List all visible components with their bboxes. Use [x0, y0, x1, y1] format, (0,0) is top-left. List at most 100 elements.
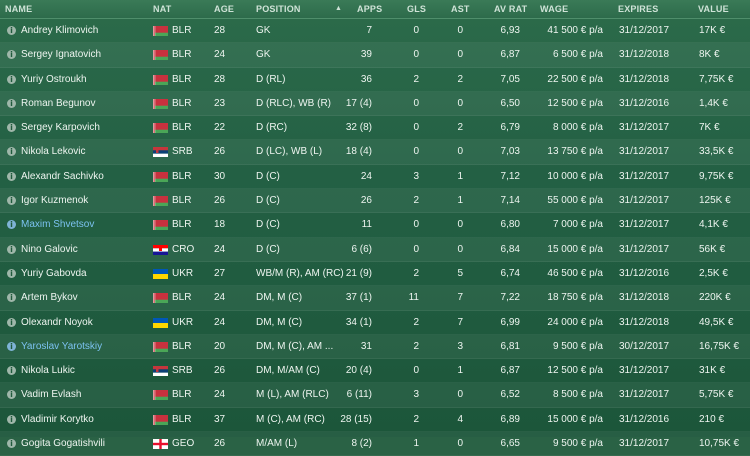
table-row[interactable]: i Sergey Ignatovich BLR 24 GK 39 0 0 6,8…	[0, 43, 750, 68]
contract-expires: 31/12/2018	[619, 49, 670, 61]
table-row[interactable]: i Yaroslav Yarotskiy BLR 20 DM, M (C), A…	[0, 334, 750, 360]
info-icon[interactable]: i	[7, 74, 16, 84]
age: 26	[214, 438, 226, 450]
flag-blr-icon	[153, 293, 168, 304]
table-header: NAME NAT AGE POSITION ▲ APPS GLS AST AV …	[0, 0, 750, 19]
assists: 2	[457, 122, 463, 134]
info-icon[interactable]: i	[7, 439, 16, 449]
nationality: BLR	[172, 73, 192, 85]
contract-expires: 30/12/2017	[619, 340, 670, 352]
nationality: BLR	[172, 292, 192, 304]
contract-expires: 31/12/2017	[619, 25, 670, 36]
table-row[interactable]: i Sergey Karpovich BLR 22 D (RC) 32 (8) …	[0, 116, 750, 141]
player-name[interactable]: Andrey Klimovich	[21, 25, 99, 36]
col-header-ast[interactable]: AST	[451, 4, 470, 14]
table-row[interactable]: i Nino Galovic CRO 24 D (C) 6 (6) 0 0 6,…	[0, 237, 750, 262]
col-header-gls[interactable]: GLS	[407, 4, 427, 14]
average-rating: 6,84	[500, 243, 520, 255]
player-name[interactable]: Artem Bykov	[21, 292, 78, 304]
info-icon[interactable]: i	[7, 390, 16, 400]
table-row[interactable]: i Artem Bykov BLR 24 DM, M (C) 37 (1) 11…	[0, 286, 750, 311]
table-row[interactable]: i Vladimir Korytko BLR 37 M (C), AM (RC)…	[0, 408, 750, 433]
average-rating: 6,87	[500, 365, 520, 377]
player-name[interactable]: Alexandr Sachivko	[21, 170, 104, 182]
player-name[interactable]: Olexandr Noyok	[21, 316, 93, 328]
player-name[interactable]: Yuriy Gabovda	[21, 267, 87, 279]
player-name[interactable]: Nikola Lekovic	[21, 146, 86, 158]
table-row[interactable]: i Yuriy Gabovda UKR 27 WB/M (R), AM (RC)…	[0, 262, 750, 287]
info-icon[interactable]: i	[7, 196, 16, 206]
position: M (C), AM (RC)	[256, 413, 325, 425]
col-header-position[interactable]: POSITION	[256, 4, 301, 14]
table-row[interactable]: i Igor Kuzmenok BLR 26 D (C) 26 2 1 7,14…	[0, 189, 750, 214]
assists: 0	[457, 438, 463, 450]
player-name[interactable]: Yaroslav Yarotskiy	[21, 340, 103, 352]
table-body: i Andrey Klimovich BLR 28 GK 7 0 0 6,93 …	[0, 19, 750, 456]
player-name[interactable]: Yuriy Ostroukh	[21, 73, 87, 85]
info-icon[interactable]: i	[7, 293, 16, 303]
contract-expires: 31/12/2017	[619, 170, 670, 182]
col-header-apps[interactable]: APPS	[357, 4, 383, 14]
player-name[interactable]: Vadim Evlash	[21, 389, 82, 401]
value: 4,1K €	[699, 219, 728, 231]
player-name[interactable]: Igor Kuzmenok	[21, 195, 89, 207]
player-name[interactable]: Maxim Shvetsov	[21, 219, 95, 231]
table-row[interactable]: i Maxim Shvetsov BLR 18 D (C) 11 0 0 6,8…	[0, 213, 750, 238]
table-row[interactable]: i Vadim Evlash BLR 24 M (L), AM (RLC) 6 …	[0, 383, 750, 408]
info-icon[interactable]: i	[7, 366, 16, 376]
info-icon[interactable]: i	[7, 268, 16, 278]
contract-expires: 31/12/2016	[619, 97, 670, 109]
player-name[interactable]: Gogita Gogatishvili	[21, 438, 105, 450]
table-row[interactable]: i Alexandr Sachivko BLR 30 D (C) 24 3 1 …	[0, 165, 750, 190]
player-name[interactable]: Sergey Ignatovich	[21, 49, 102, 61]
info-icon[interactable]: i	[7, 147, 16, 157]
info-icon[interactable]: i	[7, 414, 16, 424]
table-row[interactable]: i Andrey Klimovich BLR 28 GK 7 0 0 6,93 …	[0, 19, 750, 44]
col-header-name[interactable]: NAME	[5, 4, 33, 14]
table-row[interactable]: i Roman Begunov BLR 23 D (RLC), WB (R) 1…	[0, 91, 750, 117]
info-icon[interactable]: i	[7, 341, 16, 351]
info-icon[interactable]: i	[7, 123, 16, 133]
goals: 2	[413, 267, 419, 279]
info-icon[interactable]: i	[7, 98, 16, 108]
info-icon[interactable]: i	[7, 244, 16, 254]
nationality: UKR	[172, 267, 194, 279]
age: 30	[214, 170, 226, 182]
goals: 2	[413, 413, 419, 425]
player-name[interactable]: Nikola Lukic	[21, 365, 75, 377]
col-header-value[interactable]: VALUE	[698, 4, 729, 14]
col-header-expires[interactable]: EXPIRES	[618, 4, 659, 14]
goals: 2	[413, 195, 419, 207]
table-row[interactable]: i Gogita Gogatishvili GEO 26 M/AM (L) 8 …	[0, 432, 750, 456]
contract-expires: 31/12/2017	[619, 195, 670, 207]
col-header-wage[interactable]: WAGE	[540, 4, 569, 14]
flag-blr-icon	[153, 171, 168, 182]
contract-expires: 31/12/2018	[619, 292, 670, 304]
table-row[interactable]: i Olexandr Noyok UKR 24 DM, M (C) 34 (1)…	[0, 311, 750, 335]
table-row[interactable]: i Yuriy Ostroukh BLR 28 D (RL) 36 2 2 7,…	[0, 68, 750, 92]
table-row[interactable]: i Nikola Lekovic SRB 26 D (LC), WB (L) 1…	[0, 140, 750, 165]
col-header-nat[interactable]: NAT	[153, 4, 172, 14]
col-header-age[interactable]: AGE	[214, 4, 235, 14]
contract-expires: 31/12/2017	[619, 219, 670, 231]
average-rating: 7,03	[500, 146, 520, 158]
info-icon[interactable]: i	[7, 220, 16, 230]
player-name[interactable]: Nino Galovic	[21, 243, 78, 255]
flag-blr-icon	[153, 50, 168, 61]
age: 26	[214, 195, 226, 207]
wage: 55 000 € p/a	[547, 195, 603, 207]
nationality: BLR	[172, 340, 192, 352]
goals: 2	[413, 316, 419, 328]
position: D (C)	[256, 243, 280, 255]
player-name[interactable]: Vladimir Korytko	[21, 413, 94, 425]
info-icon[interactable]: i	[7, 317, 16, 327]
table-row[interactable]: i Nikola Lukic SRB 26 DM, M/AM (C) 20 (4…	[0, 359, 750, 384]
info-icon[interactable]: i	[7, 50, 16, 60]
assists: 3	[457, 340, 463, 352]
age: 22	[214, 122, 226, 134]
player-name[interactable]: Sergey Karpovich	[21, 122, 100, 134]
info-icon[interactable]: i	[7, 26, 16, 35]
player-name[interactable]: Roman Begunov	[21, 97, 96, 109]
col-header-av-rat[interactable]: AV RAT	[494, 4, 528, 14]
info-icon[interactable]: i	[7, 171, 16, 181]
